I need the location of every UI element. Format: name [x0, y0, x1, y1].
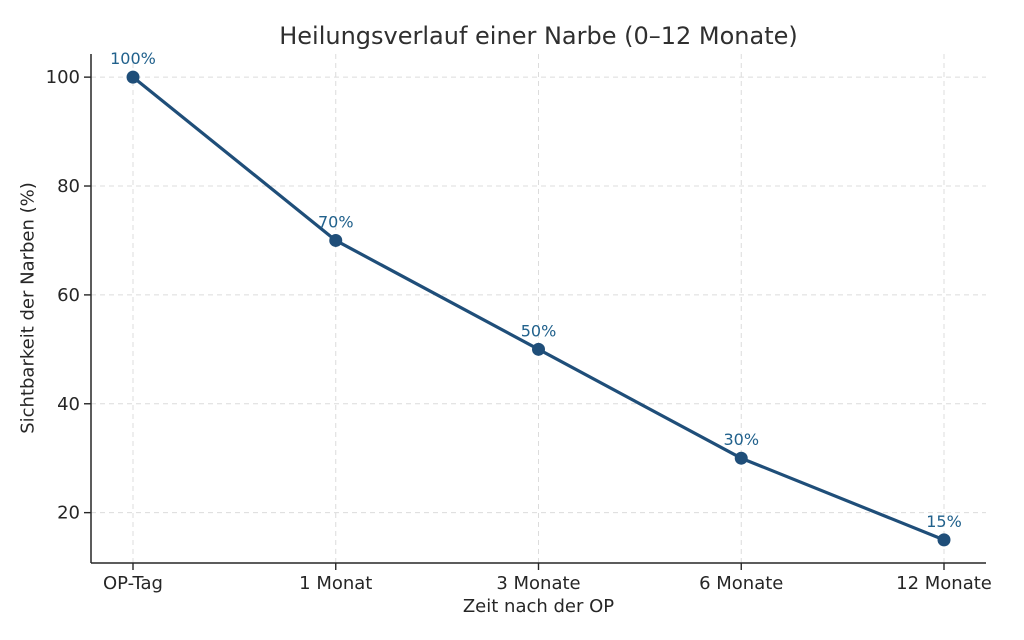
y-tick-label: 100 — [46, 67, 80, 88]
x-axis-label: Zeit nach der OP — [462, 596, 615, 617]
data-point-label: 50% — [521, 321, 557, 340]
data-point-label: 30% — [723, 430, 759, 449]
y-tick-label: 40 — [57, 394, 80, 415]
data-point-label: 70% — [318, 212, 354, 231]
data-point-marker — [937, 533, 951, 547]
x-tick-label: 1 Monat — [299, 573, 372, 594]
y-tick-label: 80 — [57, 176, 80, 197]
x-tick-label: OP-Tag — [103, 573, 163, 594]
data-point-marker — [126, 70, 140, 84]
y-axis-label: Sichtbarkeit der Narben (%) — [17, 182, 39, 434]
y-tick-label: 20 — [57, 503, 80, 524]
data-point-marker — [329, 233, 343, 247]
x-tick-label: 12 Monate — [896, 573, 992, 594]
data-point-marker — [532, 342, 545, 356]
x-tick-label: 3 Monate — [496, 573, 580, 594]
data-point-label: 100% — [110, 49, 156, 68]
y-tick-label: 60 — [57, 285, 80, 306]
chart-title: Heilungsverlauf einer Narbe (0–12 Monate… — [279, 22, 798, 50]
data-point-label: 15% — [926, 512, 962, 531]
x-tick-label: 6 Monate — [699, 573, 783, 594]
data-point-marker — [734, 451, 748, 465]
